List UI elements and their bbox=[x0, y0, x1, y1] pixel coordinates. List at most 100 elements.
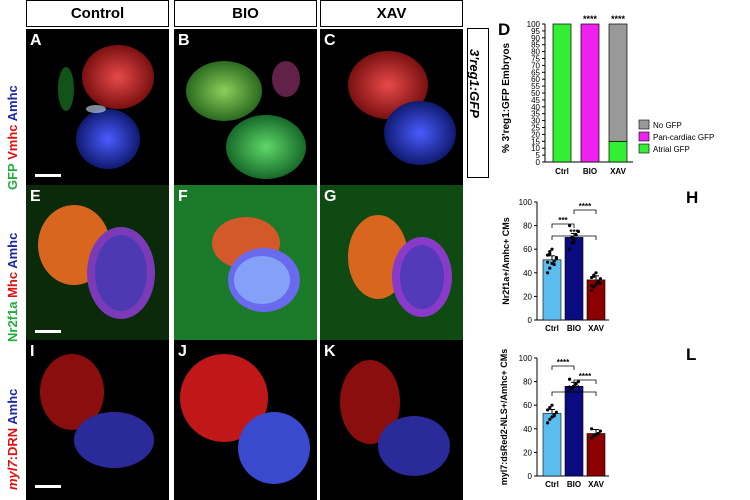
y-tick-label: 25 bbox=[531, 124, 540, 133]
y-tick-label: 100 bbox=[527, 20, 541, 29]
data-point bbox=[548, 266, 552, 270]
y-tick-label: 60 bbox=[531, 75, 540, 84]
significance-label: **** bbox=[579, 202, 592, 211]
header-control: Control bbox=[26, 0, 169, 27]
panel-label: F bbox=[178, 188, 188, 205]
significance-label: **** bbox=[611, 14, 626, 24]
panel-f-bio-nr2f1a: F bbox=[174, 185, 317, 345]
header-xav: XAV bbox=[320, 0, 463, 27]
significance-bracket bbox=[551, 365, 575, 370]
row-label-part: :DRN bbox=[5, 427, 20, 461]
y-tick-label: 0 bbox=[528, 472, 533, 481]
significance-label: *** bbox=[569, 228, 579, 237]
panel-c-xav-gfp: C bbox=[320, 29, 463, 189]
side-label-box: 3'reg1:GFP bbox=[467, 28, 489, 178]
y-axis-label: myl7:dsRed2-NLS+/Amhc+ CMs bbox=[499, 349, 509, 486]
data-point bbox=[546, 421, 550, 425]
y-tick-label: 15 bbox=[531, 137, 540, 146]
data-point bbox=[554, 410, 558, 414]
data-point bbox=[552, 262, 556, 267]
data-point bbox=[590, 284, 594, 288]
panel-j-bio-myl7: J bbox=[174, 340, 317, 500]
y-tick-label: 10 bbox=[531, 144, 540, 153]
bar bbox=[542, 413, 562, 477]
chart-l: 0 20 40 60 80 100 Ctrl BIO XAV **** **** **** myl7:d… bbox=[499, 349, 609, 489]
data-point bbox=[594, 271, 598, 275]
data-point bbox=[552, 259, 556, 263]
chart-label-d: D bbox=[498, 20, 511, 39]
y-tick-label: 30 bbox=[531, 117, 540, 126]
panel-g-xav-nr2f1a: G bbox=[320, 185, 463, 345]
panel-label: B bbox=[178, 32, 190, 49]
data-point bbox=[590, 427, 594, 431]
x-tick-label: Ctrl bbox=[555, 167, 569, 176]
panel-e-control-nr2f1a: E bbox=[26, 185, 169, 345]
data-point bbox=[598, 429, 602, 433]
data-point bbox=[548, 249, 552, 254]
y-tick-label: 70 bbox=[531, 61, 540, 70]
data-point bbox=[548, 417, 552, 421]
y-tick-label: 90 bbox=[531, 34, 540, 43]
significance-bracket bbox=[551, 391, 597, 396]
y-tick-label: 5 bbox=[536, 151, 541, 160]
data-point bbox=[546, 260, 550, 264]
data-point bbox=[590, 436, 594, 440]
data-point bbox=[572, 238, 576, 242]
header-bio: BIO bbox=[174, 0, 317, 27]
data-point bbox=[598, 277, 602, 281]
y-tick-label: 35 bbox=[531, 110, 540, 119]
data-point bbox=[570, 387, 574, 391]
y-tick-label: 100 bbox=[519, 198, 533, 207]
bar bbox=[542, 259, 562, 321]
data-point bbox=[572, 240, 576, 244]
x-tick-label: BIO bbox=[567, 480, 581, 489]
data-point bbox=[552, 414, 556, 418]
y-tick-label: 60 bbox=[523, 401, 532, 410]
scale-bar bbox=[35, 485, 61, 488]
x-tick-label: BIO bbox=[583, 167, 597, 176]
y-tick-label: 60 bbox=[523, 245, 532, 254]
data-point bbox=[574, 382, 578, 386]
data-point bbox=[596, 431, 600, 436]
panel-label: J bbox=[178, 343, 187, 360]
x-tick-label: XAV bbox=[588, 324, 605, 333]
data-point bbox=[596, 279, 600, 283]
y-tick-label: 20 bbox=[523, 292, 532, 301]
significance-bracket bbox=[551, 235, 597, 240]
data-point bbox=[568, 247, 572, 251]
panel-label: E bbox=[30, 188, 41, 205]
y-tick-label: 85 bbox=[531, 41, 540, 50]
panel-label: C bbox=[324, 32, 336, 49]
bar-segment bbox=[552, 23, 572, 163]
y-tick-label: 20 bbox=[523, 448, 532, 457]
data-point bbox=[548, 405, 552, 410]
y-tick-label: 0 bbox=[528, 316, 533, 325]
bar-segment bbox=[608, 23, 628, 142]
legend-label: Atrial GFP bbox=[653, 145, 690, 154]
side-label: 3'reg1:GFP bbox=[467, 49, 482, 118]
significance-label: **** bbox=[583, 14, 598, 24]
y-tick-label: 45 bbox=[531, 96, 540, 105]
data-point bbox=[548, 252, 552, 256]
data-point bbox=[590, 288, 594, 293]
panel-label: A bbox=[30, 32, 42, 49]
significance-bracket bbox=[573, 379, 597, 384]
y-tick-label: 80 bbox=[523, 378, 532, 387]
y-tick-label: 100 bbox=[519, 354, 533, 363]
scale-bar bbox=[35, 330, 61, 333]
row-label-part: Amhc bbox=[5, 388, 20, 428]
legend-swatch bbox=[638, 131, 650, 142]
significance-label: **** bbox=[568, 384, 581, 393]
y-tick-label: 50 bbox=[531, 89, 540, 98]
significance-label: **** bbox=[557, 358, 570, 367]
significance-label: **** bbox=[579, 372, 592, 381]
y-tick-label: 80 bbox=[523, 222, 532, 231]
data-point bbox=[594, 283, 598, 287]
data-point bbox=[572, 384, 576, 388]
row-label-part: Mhc bbox=[5, 271, 20, 302]
bar-segment bbox=[580, 23, 600, 163]
row-label-2: Nr2f1a Mhc Amhc bbox=[3, 185, 23, 345]
y-tick-label: 80 bbox=[531, 48, 540, 57]
significance-bracket bbox=[573, 209, 597, 214]
